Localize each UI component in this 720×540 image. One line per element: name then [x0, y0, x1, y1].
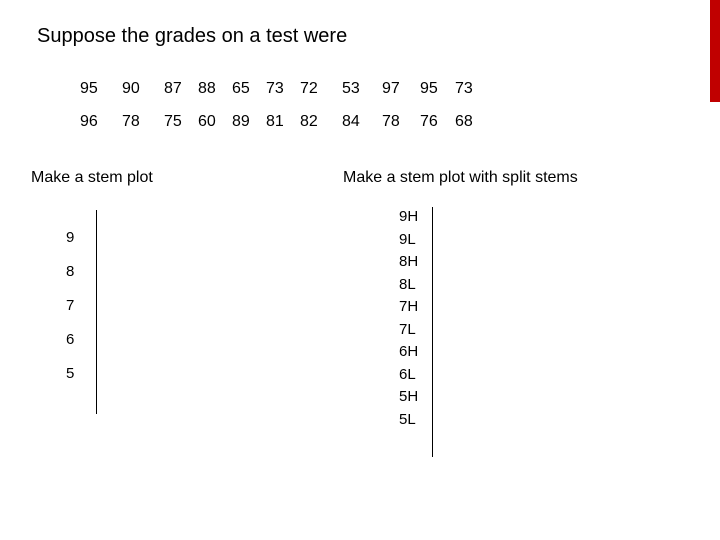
grade-value: 78: [122, 113, 140, 130]
grade-value: 90: [122, 80, 140, 97]
grade-value: 97: [382, 80, 400, 97]
split-stem-plot-stems: 9H 9L 8H 8L 7H 7L 6H 6L 5H 5L: [399, 207, 418, 432]
stem-label: 9H: [399, 208, 419, 225]
stem-label: 9L: [399, 230, 416, 248]
stem-plot-heading: Make a stem plot: [31, 169, 153, 186]
grade-value: 95: [420, 80, 438, 97]
grade-value: 65: [232, 80, 250, 97]
split-stem-plot-heading: Make a stem plot with split stems: [343, 169, 578, 186]
grade-value: 88: [198, 80, 216, 97]
grade-value: 60: [198, 113, 216, 130]
grade-value: 73: [266, 80, 284, 97]
page-title: Suppose the grades on a test were: [37, 25, 348, 47]
grade-value: 78: [382, 113, 400, 130]
grade-value: 53: [342, 80, 360, 97]
stem-plot-stems: 9 8 7 6 5: [66, 228, 74, 398]
stem-label: 7H: [399, 298, 419, 315]
stem-plot-divider: [96, 210, 97, 414]
grade-value: 73: [455, 80, 473, 97]
grade-value: 72: [300, 80, 318, 97]
grade-value: 89: [232, 113, 250, 130]
accent-bar: [710, 0, 720, 102]
stem-label: 8H: [399, 253, 419, 270]
stem-label: 7: [66, 297, 75, 314]
stem-label: 8: [66, 263, 75, 280]
stem-label: 5: [66, 365, 75, 382]
stem-label: 7L: [399, 320, 416, 338]
grade-value: 84: [342, 113, 360, 130]
grade-value: 87: [164, 80, 182, 97]
stem-label: 9: [66, 229, 75, 246]
stem-label: 6L: [399, 365, 416, 383]
grade-value: 76: [420, 113, 438, 130]
stem-label: 6H: [399, 343, 419, 360]
grade-value: 75: [164, 113, 182, 130]
stem-label: 6: [66, 331, 75, 348]
grade-value: 82: [300, 113, 318, 130]
stem-label: 5H: [399, 388, 419, 405]
grade-value: 81: [266, 113, 284, 130]
stem-label: 8L: [399, 275, 416, 293]
split-stem-plot-divider: [432, 207, 433, 457]
grade-value: 68: [455, 113, 473, 130]
stem-label: 5L: [399, 410, 416, 428]
grade-value: 96: [80, 113, 98, 130]
grade-value: 95: [80, 80, 98, 97]
